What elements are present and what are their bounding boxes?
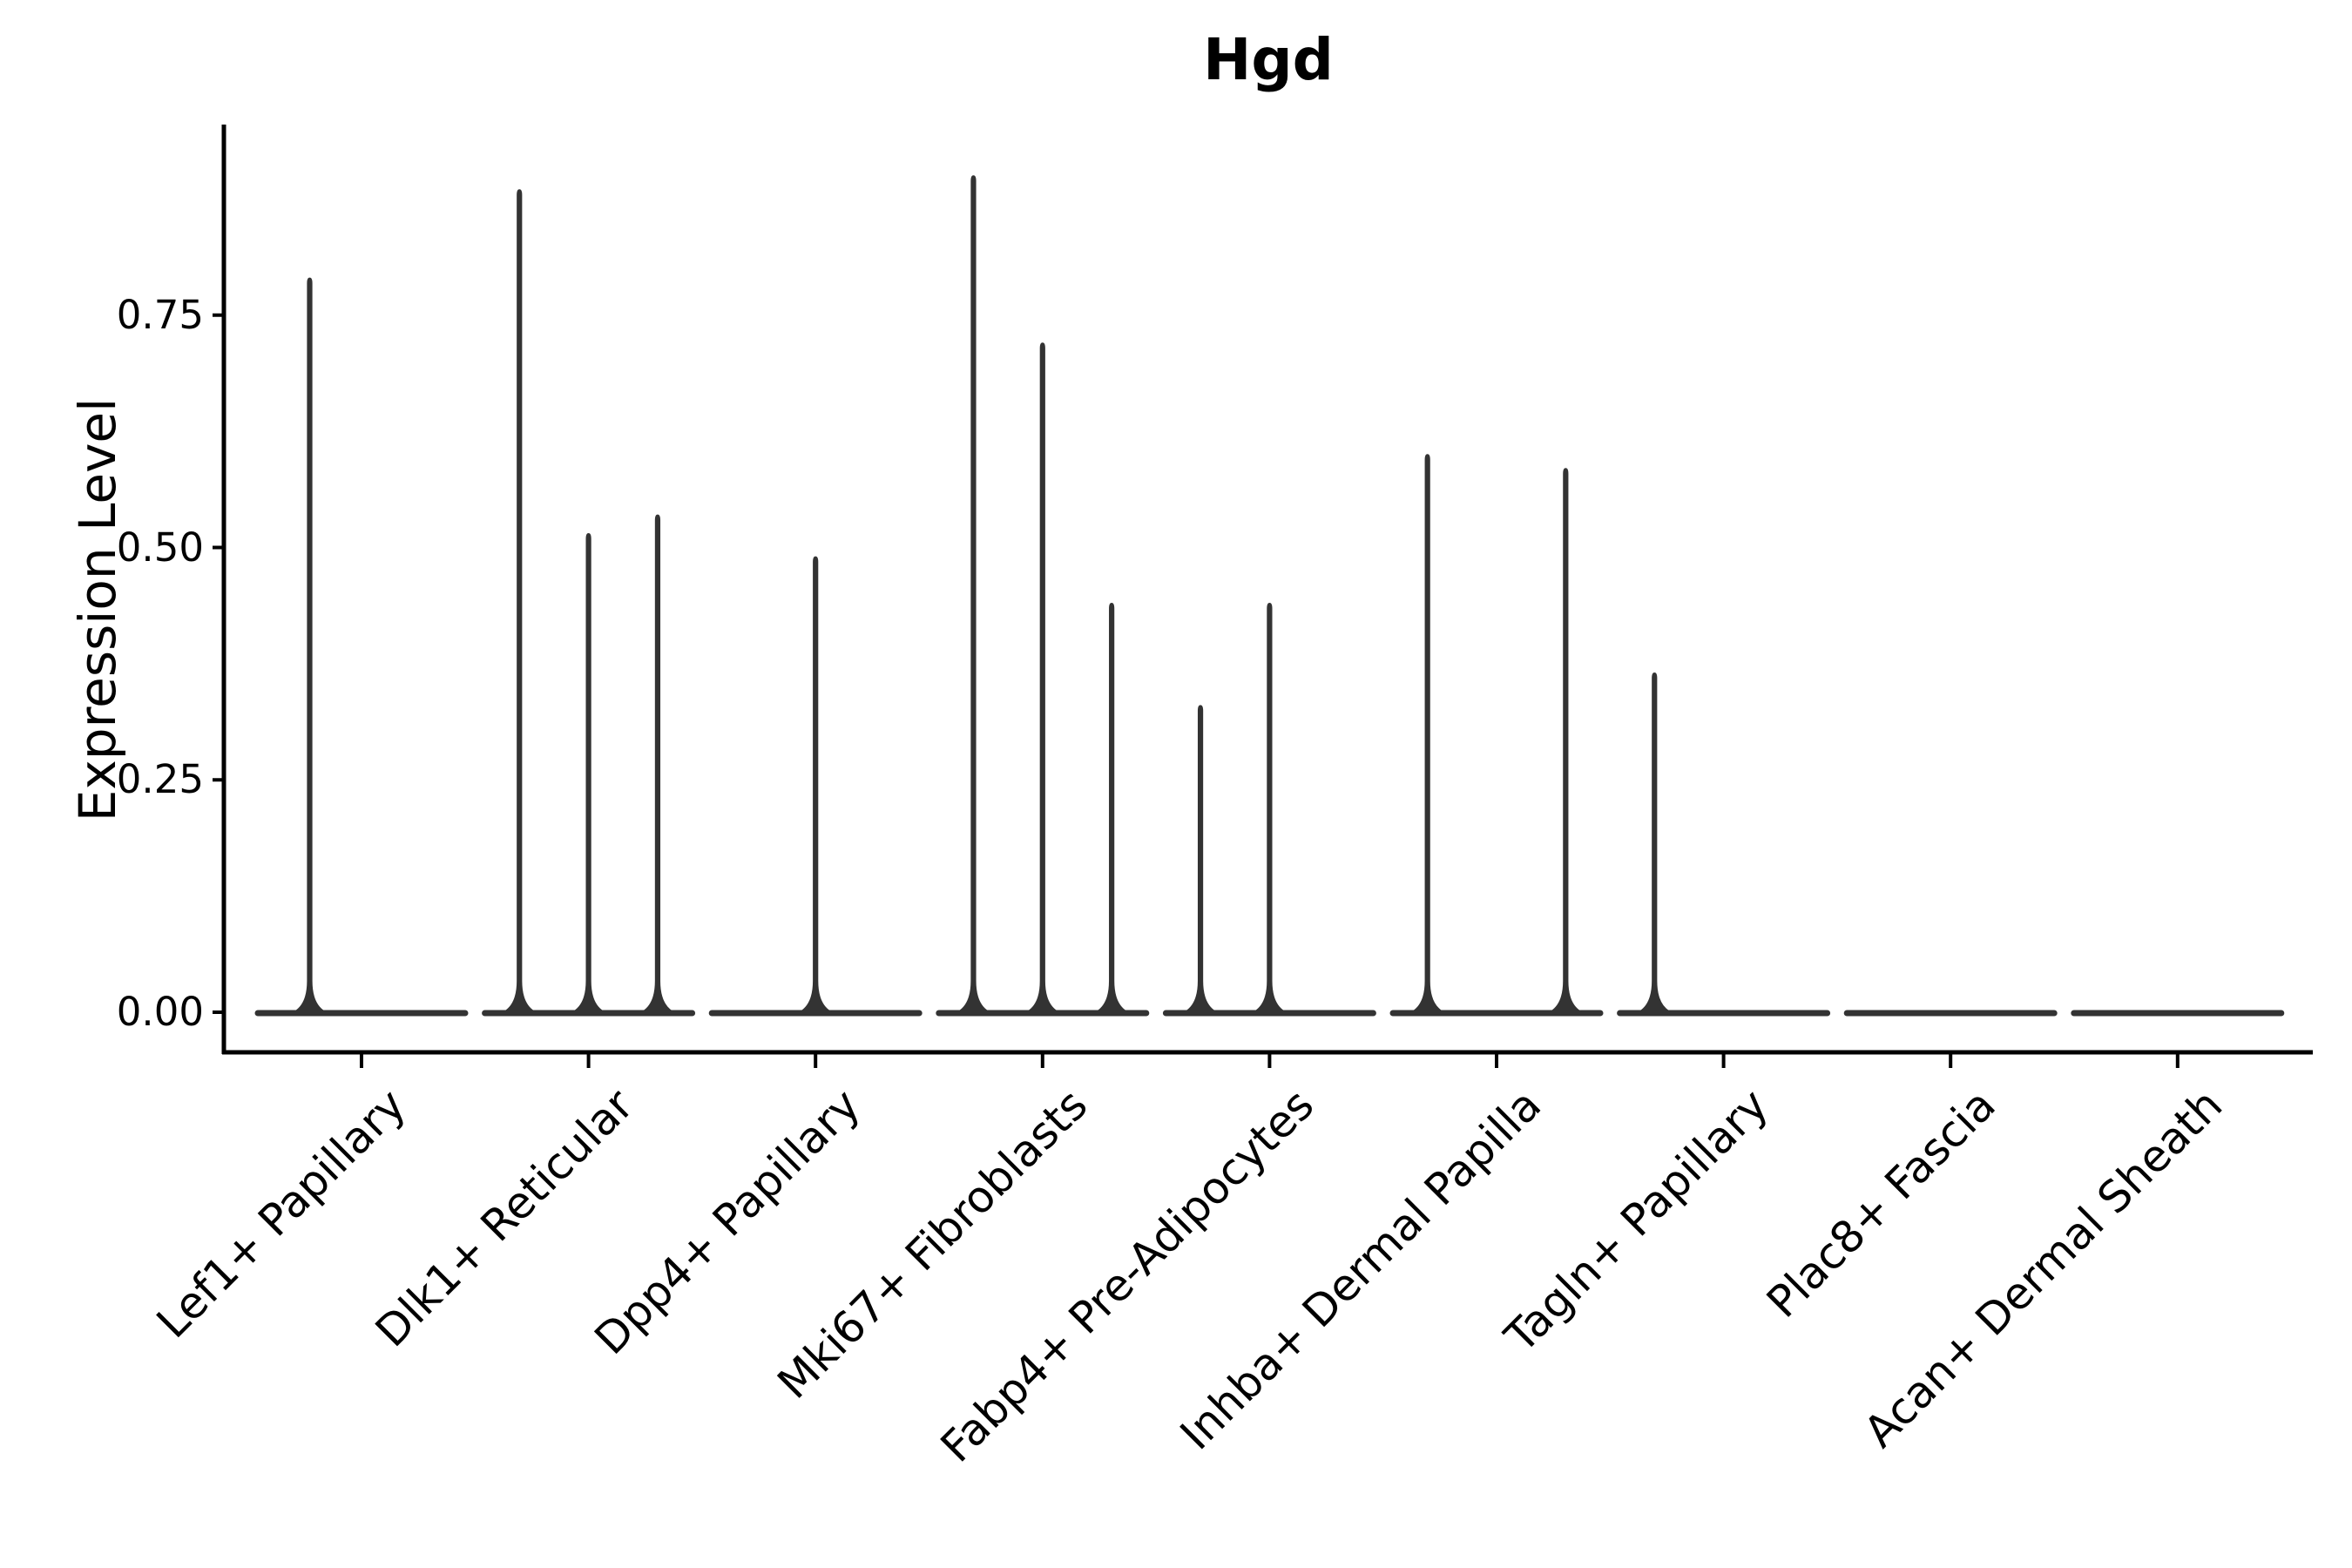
violin-spike <box>1638 672 1672 1012</box>
violin-spike <box>503 189 537 1012</box>
violin-spike <box>799 556 832 1012</box>
y-tick-label: 0.50 <box>116 524 204 571</box>
y-tick-label: 0.75 <box>116 291 204 338</box>
violin-spike <box>1549 468 1583 1012</box>
violin-spike <box>293 277 327 1012</box>
y-tick-label: 0.25 <box>116 756 204 803</box>
violin-spike <box>571 532 605 1012</box>
violin-spike <box>1410 454 1444 1012</box>
violin-spike <box>1184 705 1217 1012</box>
y-tick-label: 0.00 <box>116 989 204 1035</box>
violin-spike <box>641 514 674 1012</box>
violin-spike <box>1253 603 1287 1012</box>
violin-spike <box>1095 603 1128 1012</box>
chart-title: Hgd <box>1203 26 1334 93</box>
violin-spike <box>1026 342 1059 1012</box>
violin-spike <box>956 175 990 1012</box>
